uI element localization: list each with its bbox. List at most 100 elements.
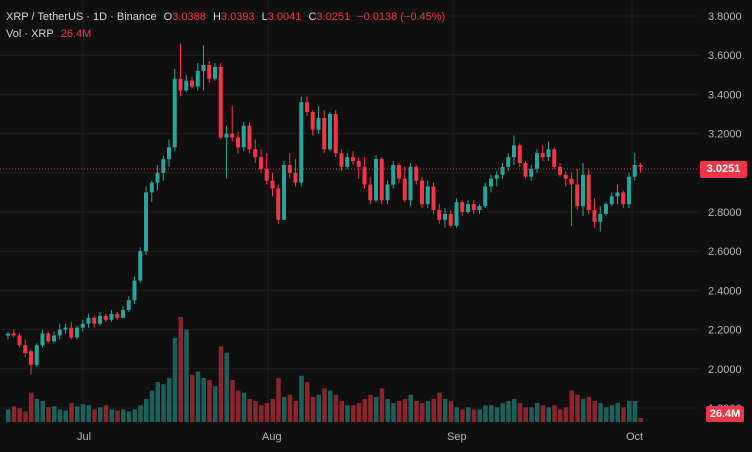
volume-bar [92,409,97,422]
volume-bar [247,398,252,422]
volume-bar [552,405,557,422]
candle-body [282,164,286,220]
candle-body [264,168,269,181]
candle-body [138,251,143,281]
candle-body [477,206,482,211]
volume-bar [230,380,235,422]
candle-body [443,213,447,220]
ohlc-row: XRP / TetherUS · 1D · Binance O3.0388 H3… [6,9,445,26]
volume-bar [581,398,586,422]
volume-bar [161,384,166,422]
volume-bar [86,405,91,422]
price-tick-label: 2.2000 [708,325,742,337]
candle-body [46,333,51,342]
volume-bar [149,390,155,422]
volume-bar [592,401,597,422]
candle-body [253,149,258,158]
candle-body [241,125,246,148]
price-tick-label: 2.0000 [708,364,742,376]
volume-bar [615,403,620,422]
volume-bar [207,380,212,422]
candle-body [351,157,355,162]
candle-body [391,164,396,185]
candle-body [592,210,597,222]
candle-body [586,174,591,211]
volume-bar [575,394,580,422]
volume-bar [23,411,28,422]
candle-body [155,172,160,183]
price-tick-label: 3.2000 [708,129,742,141]
candle-body [98,315,102,324]
volume-bar [385,398,390,422]
candle-body [17,335,22,346]
candle-body [615,192,620,197]
candle-body [431,186,436,211]
candle-body [121,310,125,318]
volume-bar [310,396,316,422]
volume-bar [224,352,229,422]
candle-body [293,172,298,183]
candle-body [322,117,327,150]
volume-bar [483,405,488,422]
candle-body [259,157,263,169]
candle-body [29,351,33,365]
volume-bar [264,403,270,422]
volume-bar [379,388,385,422]
open-value: 3.0388 [172,11,206,23]
candle-body [454,202,459,226]
volume-bar [586,396,592,422]
candle-body [397,164,401,179]
candle-body [558,166,562,175]
volume-bar [259,405,264,422]
candle-body [57,329,62,336]
time-axis[interactable]: Jul Aug Sep Oct [77,431,643,443]
candle-body [540,153,545,158]
candles [6,43,643,375]
candle-body [149,182,154,193]
candle-body [552,149,557,167]
volume-bar [195,371,201,422]
price-tick-label: 3.4000 [708,89,742,101]
candle-body [437,210,442,220]
time-tick-label: Oct [626,431,643,443]
volume-bar [638,417,643,422]
candle-body [132,280,137,301]
candle-body [195,70,200,87]
volume-bar [517,403,523,422]
volume-bar [241,392,247,422]
candle-body [75,327,79,338]
price-tick-label: 2.6000 [708,246,742,258]
volume-bar [621,407,626,422]
volume-bar [540,405,546,422]
candle-body [190,80,194,87]
candle-body [103,315,108,320]
volume-bar [391,403,396,422]
candle-body [178,78,183,91]
volume-bar [362,398,367,422]
candle-body [598,213,603,222]
candle-body [609,196,614,205]
volume-label[interactable]: Vol · XRP [6,28,54,40]
symbol-title[interactable]: XRP / TetherUS · 1D · Binance [6,11,157,23]
time-tick-label: Aug [262,431,282,443]
candle-body [535,153,539,169]
volume-bar [29,392,34,422]
candle-body [425,186,430,205]
candle-body [86,317,91,324]
candle-body [316,117,321,130]
candle-body [368,184,373,201]
candle-body [299,102,304,183]
candle-body [52,335,56,342]
current-volume-tag: 26.4M [706,406,744,422]
candle-body [126,300,131,310]
volume-bar [351,405,356,422]
volume-bar [598,403,603,422]
volume-bar [40,401,45,422]
price-axis[interactable]: 3.80003.60003.40003.20003.00002.80002.60… [708,11,742,415]
volume-bar [190,374,195,422]
candle-body [40,333,45,346]
grid-lines [0,0,700,422]
candle-body [305,102,309,113]
